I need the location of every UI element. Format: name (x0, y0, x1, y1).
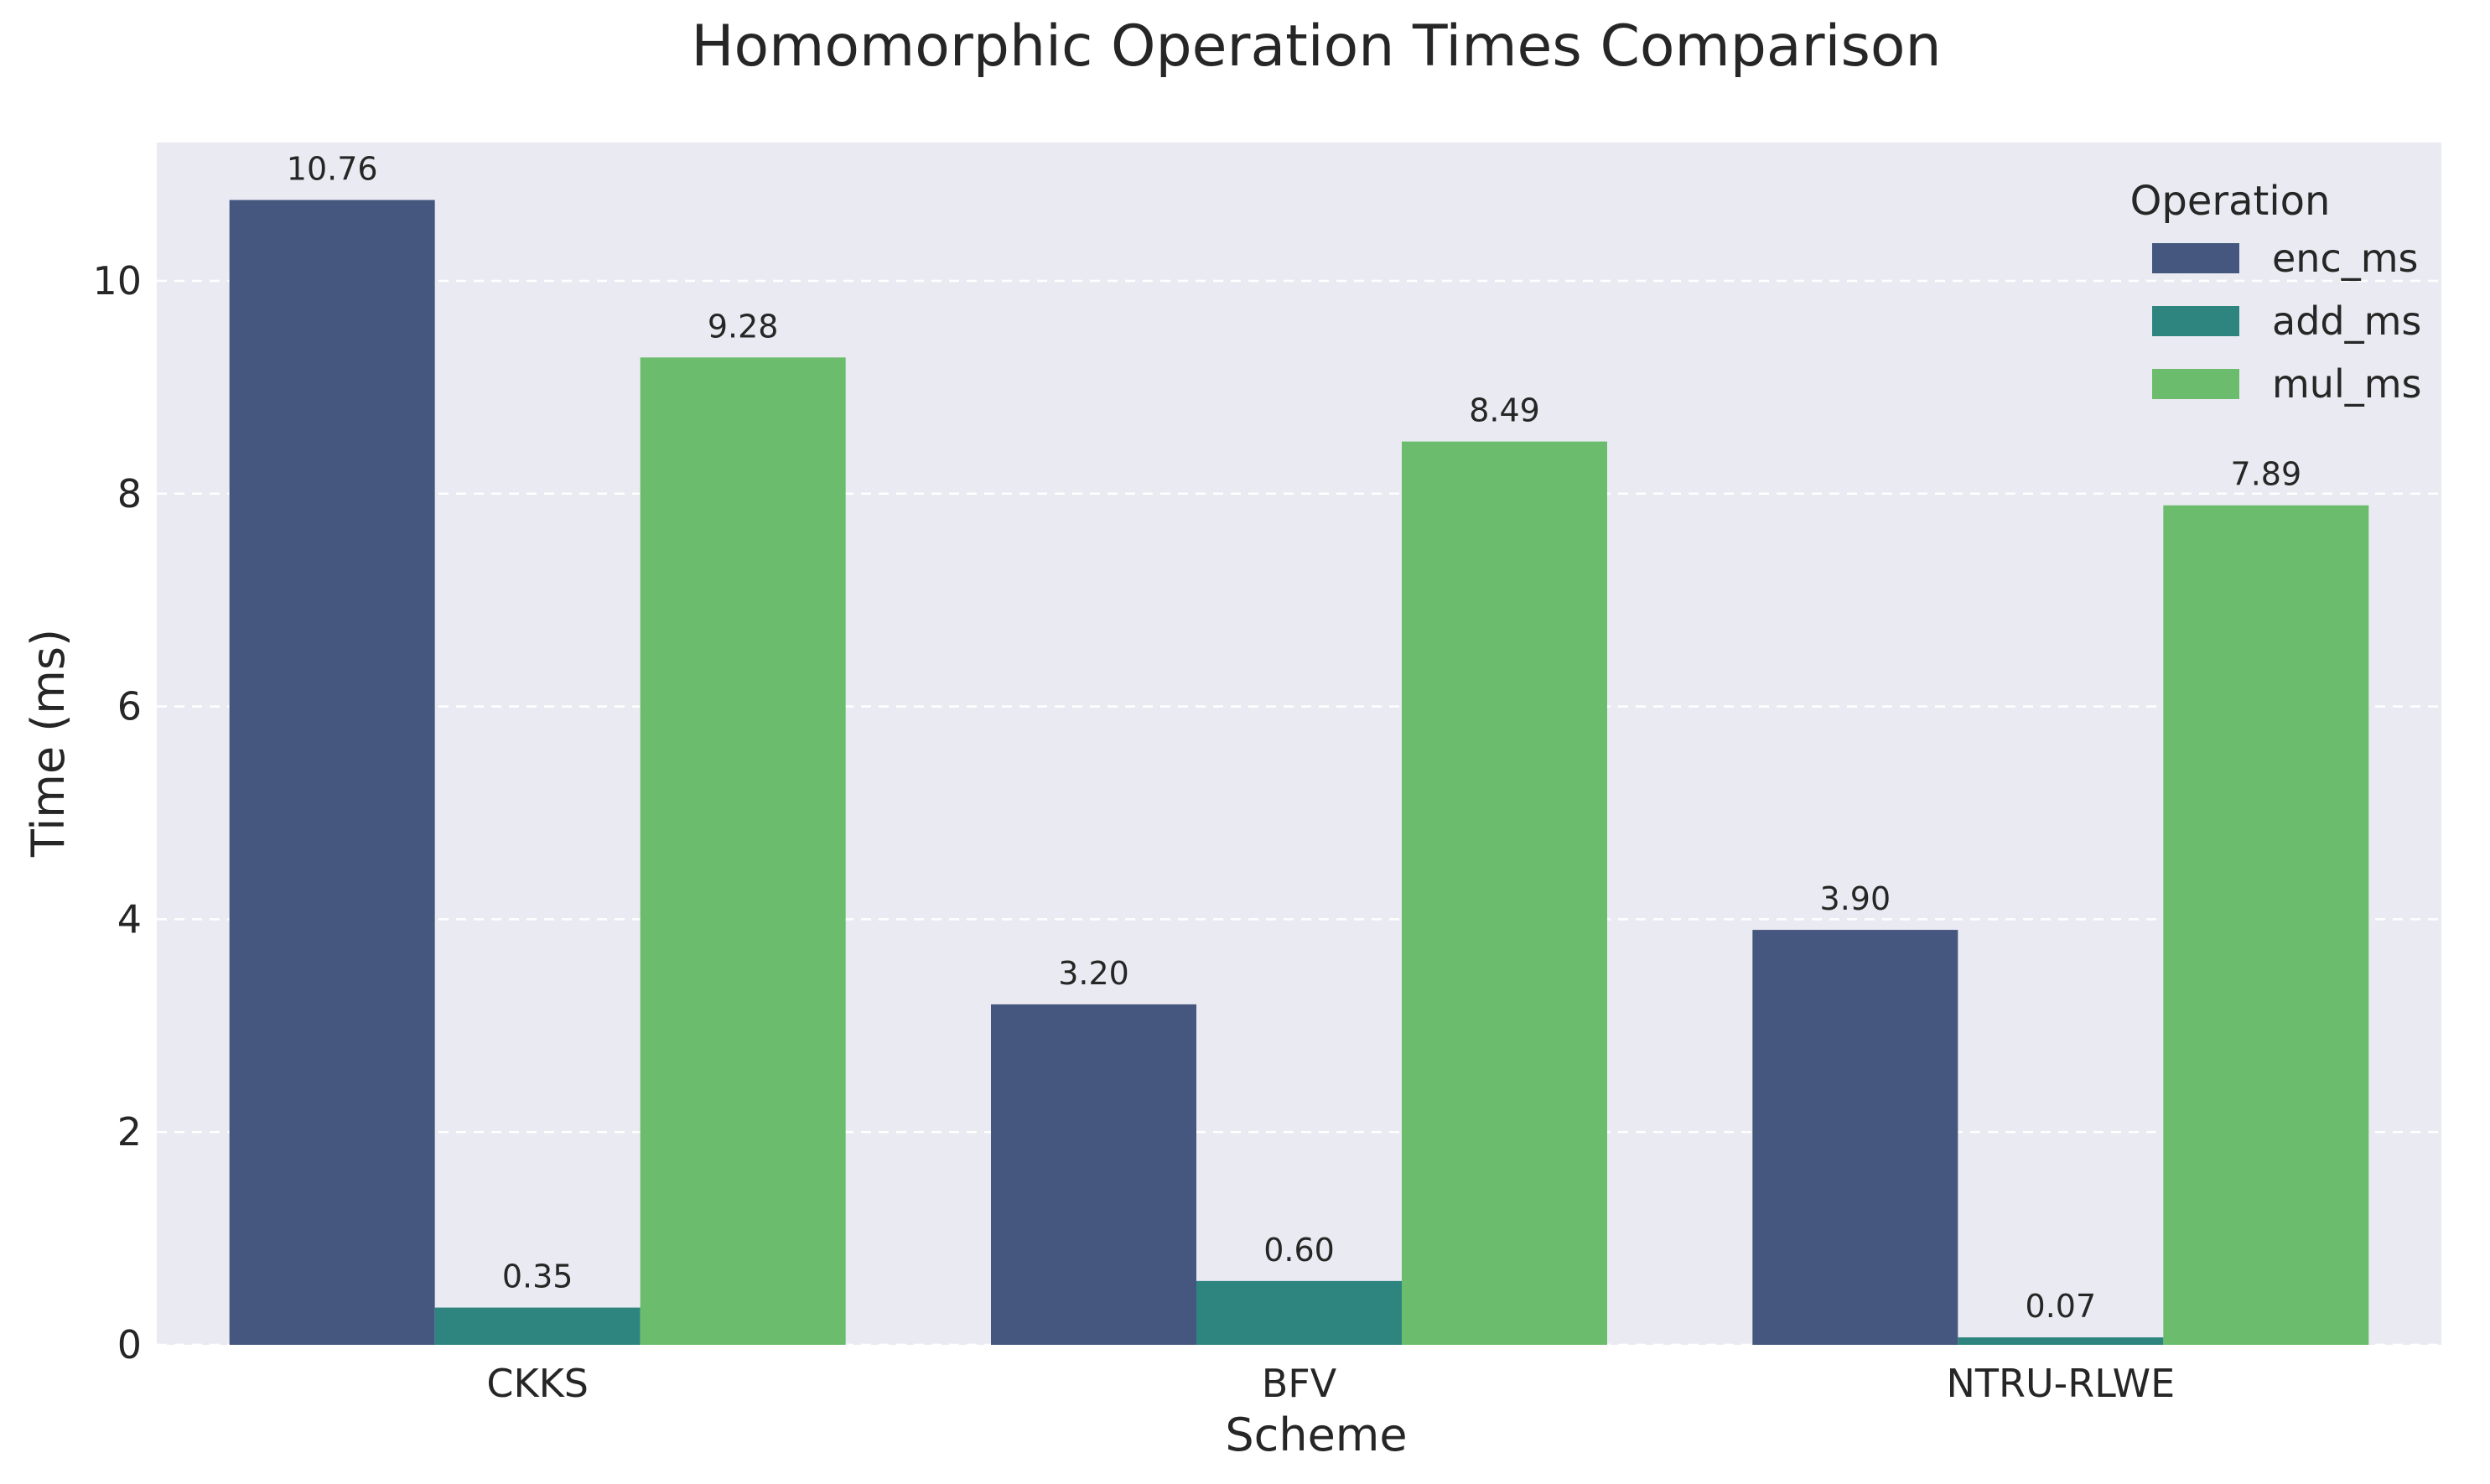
bar-mul_ms-bfv (1402, 441, 1607, 1345)
y-tick-label: 8 (117, 471, 142, 516)
y-tick-label: 10 (92, 258, 142, 304)
bar-value-label: 3.90 (1820, 880, 1891, 917)
bar-value-labels: 10.76 0.35 9.28 3.20 0.60 8.49 3.90 0.07 7.89 (287, 151, 2301, 1326)
bars (229, 200, 2369, 1345)
bar-mul_ms-ckks (640, 357, 846, 1345)
legend-label-mul_ms: mul_ms (2272, 361, 2422, 407)
legend-swatch-enc_ms (2152, 243, 2239, 273)
x-tick-label: BFV (1262, 1361, 1337, 1406)
bar-add_ms-ntru-rlwe (1958, 1337, 2164, 1345)
chart-title: Homomorphic Operation Times Comparison (691, 13, 1941, 80)
y-tick-label: 0 (117, 1322, 142, 1367)
y-tick-label: 6 (117, 684, 142, 729)
bar-mul_ms-ntru-rlwe (2163, 505, 2369, 1345)
legend: Operation enc_ms add_ms mul_ms (2130, 178, 2422, 407)
x-axis-ticks: CKKS BFV NTRU-RLWE (486, 1361, 2175, 1406)
bar-value-label: 9.28 (708, 308, 779, 345)
legend-swatch-mul_ms (2152, 369, 2239, 399)
y-axis-ticks: 0 2 4 6 8 10 (92, 258, 142, 1367)
legend-title: Operation (2130, 178, 2331, 225)
bar-enc_ms-ntru-rlwe (1752, 930, 1958, 1345)
legend-label-add_ms: add_ms (2272, 298, 2421, 344)
bar-value-label: 0.35 (502, 1258, 573, 1295)
bar-value-label: 3.20 (1058, 955, 1129, 992)
x-axis-label: Scheme (1225, 1409, 1407, 1461)
bar-add_ms-bfv (1196, 1280, 1402, 1345)
bar-value-label: 7.89 (2231, 456, 2302, 493)
y-tick-label: 2 (117, 1109, 142, 1155)
y-axis-label: Time (ms) (22, 629, 75, 858)
bar-enc_ms-ckks (229, 200, 435, 1345)
bar-add_ms-ckks (434, 1307, 641, 1345)
legend-label-enc_ms: enc_ms (2272, 236, 2419, 281)
bar-value-label: 0.07 (2026, 1288, 2097, 1325)
bar-value-label: 0.60 (1263, 1232, 1335, 1269)
x-tick-label: NTRU-RLWE (1947, 1361, 2176, 1406)
y-tick-label: 4 (117, 896, 142, 942)
bar-value-label: 10.76 (287, 151, 378, 188)
legend-swatch-add_ms (2152, 306, 2239, 336)
bar-enc_ms-bfv (991, 1004, 1196, 1345)
plot-area (157, 143, 2441, 1345)
bar-value-label: 8.49 (1469, 392, 1540, 429)
x-tick-label: CKKS (486, 1361, 589, 1406)
